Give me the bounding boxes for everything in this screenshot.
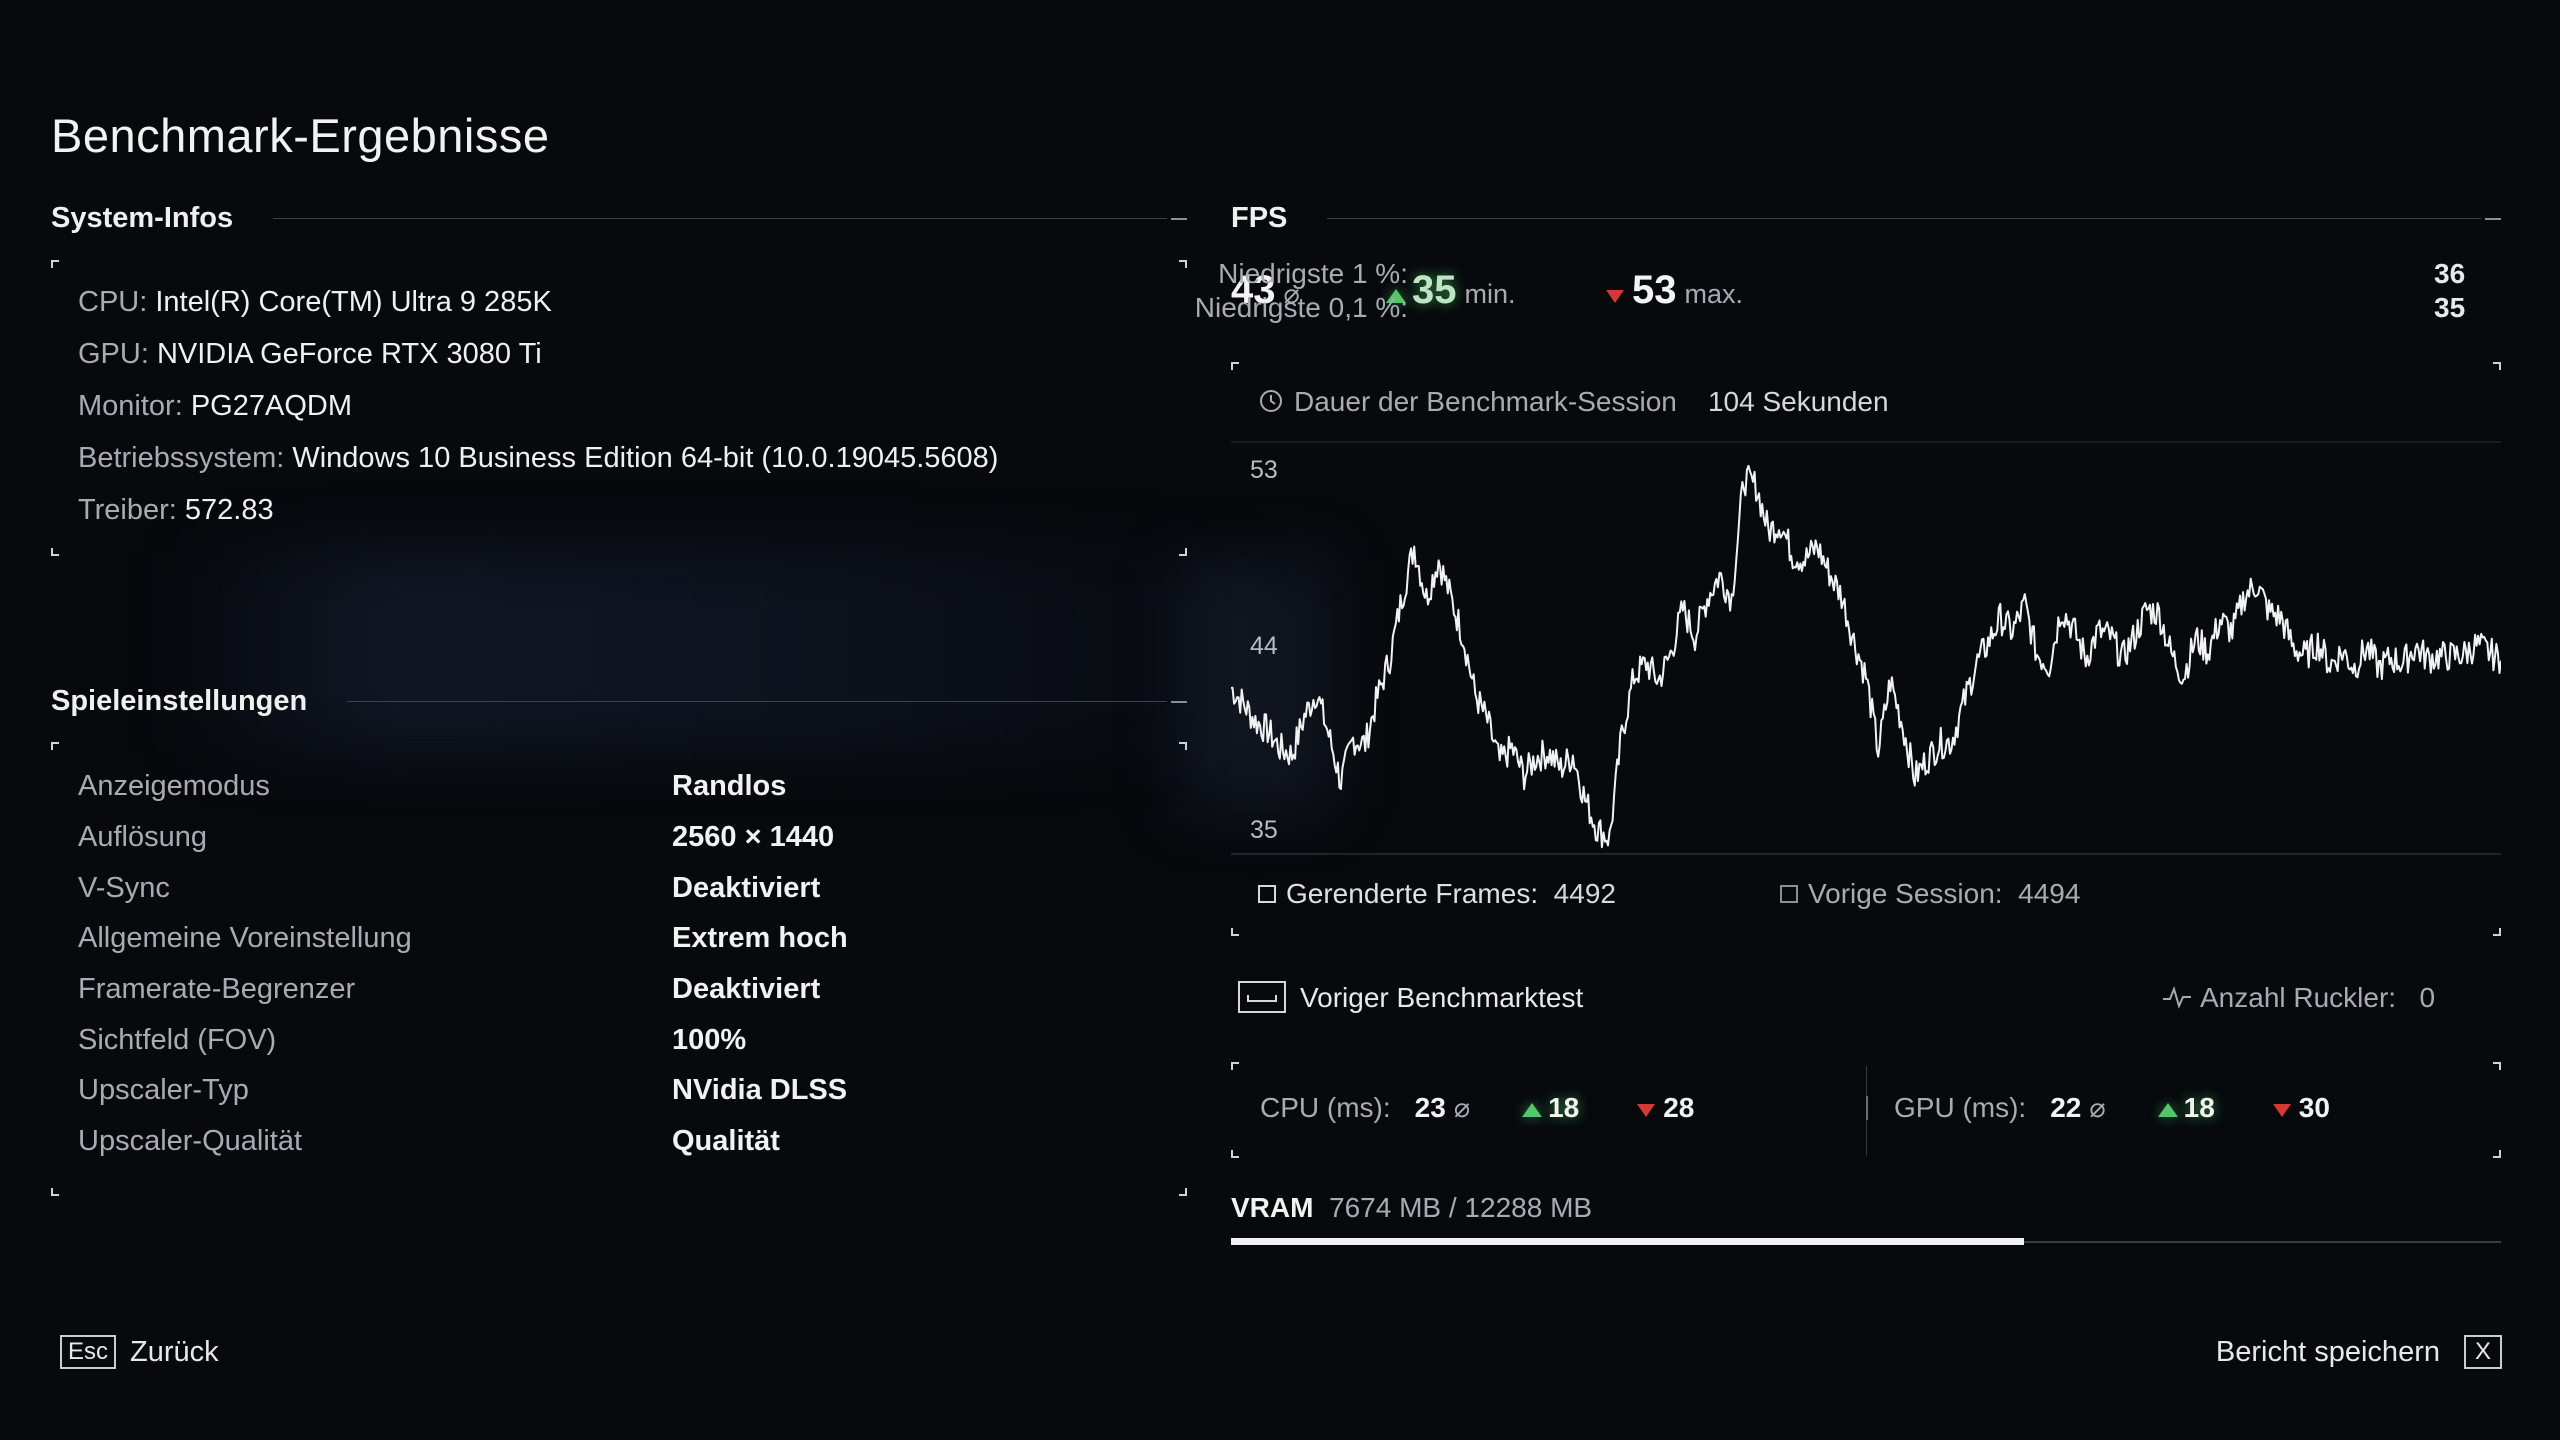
setting-label: Upscaler-Typ bbox=[78, 1074, 249, 1106]
fps-max: 53 max. bbox=[1606, 268, 1743, 313]
arrow-up-icon bbox=[1386, 289, 1406, 303]
fps-average: 43 ⌀ bbox=[1231, 268, 1300, 312]
setting-label: Allgemeine Voreinstellung bbox=[78, 922, 412, 954]
collapse-dash-icon bbox=[1171, 217, 1187, 220]
arrow-up-icon bbox=[2157, 1103, 2178, 1117]
arrow-down-icon bbox=[1606, 290, 1624, 303]
vram-usage: VRAM 7674 MB / 12288 MB bbox=[1231, 1192, 1593, 1223]
fps-min: 35 min. bbox=[1386, 268, 1516, 313]
back-label: Zurück bbox=[130, 1335, 219, 1368]
setting-value: Randlos bbox=[672, 770, 787, 802]
setting-value: NVidia DLSS bbox=[672, 1074, 848, 1106]
previous-benchmark-icon bbox=[1238, 981, 1286, 1014]
rendered-frames: Gerenderte Frames: 4492 bbox=[1258, 878, 1616, 910]
checkbox-icon bbox=[1780, 884, 1798, 903]
pulse-icon bbox=[2163, 986, 2191, 1010]
system-info-panel bbox=[51, 260, 1187, 556]
separator-mark bbox=[1866, 1096, 1868, 1120]
setting-label: Anzeigemodus bbox=[78, 770, 270, 802]
collapse-dash-icon bbox=[1171, 700, 1187, 703]
fps-heading: FPS bbox=[1231, 202, 1288, 234]
game-settings-panel bbox=[51, 742, 1187, 1196]
page-title: Benchmark-Ergebnisse bbox=[51, 109, 550, 162]
previous-benchmark-toggle[interactable]: Voriger Benchmarktest bbox=[1238, 981, 1583, 1014]
system-info-heading: System-Infos bbox=[51, 202, 234, 234]
setting-label: Sichtfeld (FOV) bbox=[78, 1024, 277, 1056]
fps-header: FPS bbox=[1231, 202, 2501, 235]
x-key-icon: X bbox=[2463, 1335, 2502, 1369]
arrow-up-icon bbox=[1522, 1103, 1543, 1117]
low01-value: 35 bbox=[2434, 292, 2466, 323]
game-settings-heading: Spieleinstellungen bbox=[51, 685, 308, 717]
y-tick-label: 35 bbox=[1250, 816, 1278, 844]
stutter-count: Anzahl Ruckler: 0 bbox=[2162, 982, 2435, 1014]
checkbox-icon bbox=[1258, 884, 1276, 903]
setting-label: Auflösung bbox=[78, 821, 207, 853]
setting-value: Extrem hoch bbox=[672, 922, 848, 954]
game-settings-header: Spieleinstellungen bbox=[51, 685, 1187, 718]
setting-value: 2560 × 1440 bbox=[672, 821, 835, 853]
system-monitor: Monitor: PG27AQDM bbox=[78, 390, 352, 422]
system-info-header: System-Infos bbox=[51, 202, 1187, 235]
divider bbox=[347, 701, 1167, 702]
setting-value: Qualität bbox=[672, 1125, 780, 1157]
low01-label: Niedrigste 0,1 %: bbox=[1194, 292, 1408, 323]
session-duration: Dauer der Benchmark-Session 104 Sekunden bbox=[1258, 386, 1889, 418]
low1-label: Niedrigste 1 %: bbox=[1218, 258, 1408, 289]
divider bbox=[273, 218, 1167, 219]
y-tick-label: 53 bbox=[1250, 456, 1278, 484]
gpu-ms-stats: GPU (ms): 22 ⌀ 18 30 bbox=[1866, 1092, 2330, 1124]
system-cpu: CPU: Intel(R) Core(TM) Ultra 9 285K bbox=[78, 286, 552, 318]
system-driver: Treiber: 572.83 bbox=[78, 494, 274, 526]
setting-label: Upscaler-Qualität bbox=[78, 1125, 303, 1157]
y-tick-label: 44 bbox=[1250, 632, 1278, 660]
arrow-down-icon bbox=[2272, 1104, 2291, 1117]
setting-label: Framerate-Begrenzer bbox=[78, 973, 356, 1005]
fps-series-line bbox=[1231, 464, 2501, 849]
clock-icon bbox=[1260, 390, 1282, 413]
vram-bar-fill bbox=[1231, 1238, 2025, 1245]
divider bbox=[1327, 218, 2481, 219]
cpu-ms-stats: CPU (ms): 23 ⌀ 18 28 bbox=[1260, 1092, 1695, 1123]
back-button[interactable]: Esc Zurück bbox=[60, 1335, 219, 1369]
system-os: Betriebssystem: Windows 10 Business Edit… bbox=[78, 442, 999, 474]
arrow-down-icon bbox=[1637, 1104, 1656, 1117]
previous-session-frames: Vorige Session: 4494 bbox=[1780, 878, 2080, 910]
esc-key-icon: Esc bbox=[60, 1335, 117, 1369]
setting-label: V-Sync bbox=[78, 872, 170, 904]
system-gpu: GPU: NVIDIA GeForce RTX 3080 Ti bbox=[78, 338, 542, 370]
setting-value: Deaktiviert bbox=[672, 973, 821, 1005]
low1-value: 36 bbox=[2434, 258, 2466, 289]
frametime-panel bbox=[1231, 1062, 2501, 1158]
setting-value: Deaktiviert bbox=[672, 872, 821, 904]
fps-chart-panel bbox=[1231, 362, 2501, 936]
setting-value: 100% bbox=[672, 1024, 747, 1056]
save-report-button[interactable]: Bericht speichern X bbox=[2216, 1335, 2502, 1369]
fps-line-chart bbox=[1231, 441, 2501, 855]
collapse-dash-icon bbox=[2485, 217, 2501, 220]
save-report-label: Bericht speichern bbox=[2215, 1335, 2440, 1368]
